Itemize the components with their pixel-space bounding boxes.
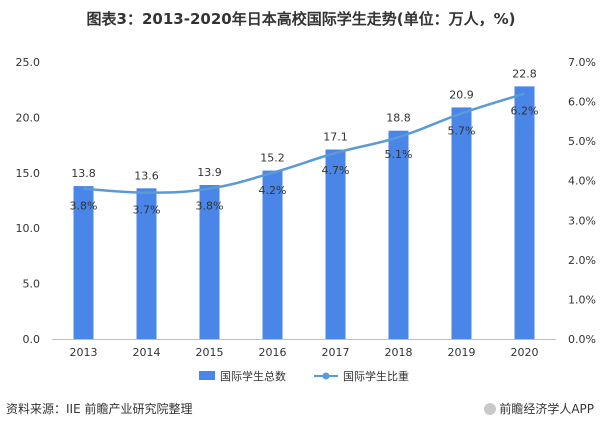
source-note: 资料来源：IIE 前瞻产业研究院整理 xyxy=(6,402,193,416)
bar xyxy=(514,86,535,339)
bar-value-label: 13.9 xyxy=(197,166,222,179)
legend-line-label: 国际学生比重 xyxy=(343,369,409,383)
bar-value-label: 13.8 xyxy=(71,167,96,180)
bar xyxy=(451,107,472,339)
line-value-label: 3.7% xyxy=(133,204,161,217)
y-right-tick-label: 3.0% xyxy=(568,214,596,227)
bar xyxy=(136,188,157,339)
bar xyxy=(199,184,220,339)
y-right-tick-label: 4.0% xyxy=(568,175,596,188)
line-value-label: 4.2% xyxy=(259,184,287,197)
y-left-tick-label: 15.0 xyxy=(16,167,41,180)
bar-value-label: 18.8 xyxy=(386,112,411,125)
line-value-label: 4.7% xyxy=(322,164,350,177)
brand-logo-icon xyxy=(484,403,497,415)
line-value-label: 5.1% xyxy=(385,148,413,161)
y-right-tick-label: 7.0% xyxy=(568,56,596,69)
y-right-tick-label: 6.0% xyxy=(568,96,596,109)
bar xyxy=(325,149,346,339)
x-tick-label: 2014 xyxy=(133,346,161,359)
bar-value-label: 20.9 xyxy=(449,88,474,101)
y-left-tick-label: 25.0 xyxy=(16,56,41,69)
chart-title: 图表3：2013-2020年日本高校国际学生走势(单位：万人，%) xyxy=(86,10,516,28)
y-left-tick-label: 0.0 xyxy=(23,333,41,346)
line-value-label: 5.7% xyxy=(448,124,476,137)
x-tick-label: 2020 xyxy=(511,346,539,359)
bar xyxy=(262,170,283,339)
x-tick-label: 2013 xyxy=(70,346,98,359)
y-right-tick-label: 5.0% xyxy=(568,135,596,148)
x-tick-label: 2016 xyxy=(259,346,287,359)
line-value-label: 3.8% xyxy=(196,200,224,213)
bar xyxy=(73,186,94,339)
brand-credit: 前瞻经济学人APP xyxy=(484,400,594,417)
line-value-label: 6.2% xyxy=(511,105,539,118)
y-left-tick-label: 10.0 xyxy=(16,222,41,235)
line-value-label: 3.8% xyxy=(70,200,98,213)
brand-label: 前瞻经济学人APP xyxy=(499,402,594,416)
x-tick-label: 2019 xyxy=(448,346,476,359)
bar xyxy=(388,130,409,339)
legend-line-marker xyxy=(322,372,330,380)
legend-bar-swatch xyxy=(199,371,215,380)
x-tick-label: 2015 xyxy=(196,346,224,359)
bar-value-label: 13.6 xyxy=(134,169,159,182)
y-left-tick-label: 20.0 xyxy=(16,111,41,124)
bar-value-label: 15.2 xyxy=(260,152,285,165)
bar-value-label: 22.8 xyxy=(512,67,537,80)
x-tick-label: 2018 xyxy=(385,346,413,359)
y-right-tick-label: 1.0% xyxy=(568,293,596,306)
bar-value-label: 17.1 xyxy=(323,131,348,144)
ratio-line xyxy=(83,92,525,194)
y-right-tick-label: 2.0% xyxy=(568,254,596,267)
x-tick-label: 2017 xyxy=(322,346,350,359)
legend-bar-label: 国际学生总数 xyxy=(220,369,286,383)
y-right-tick-label: 0.0% xyxy=(568,333,596,346)
y-left-tick-label: 5.0 xyxy=(23,278,41,291)
